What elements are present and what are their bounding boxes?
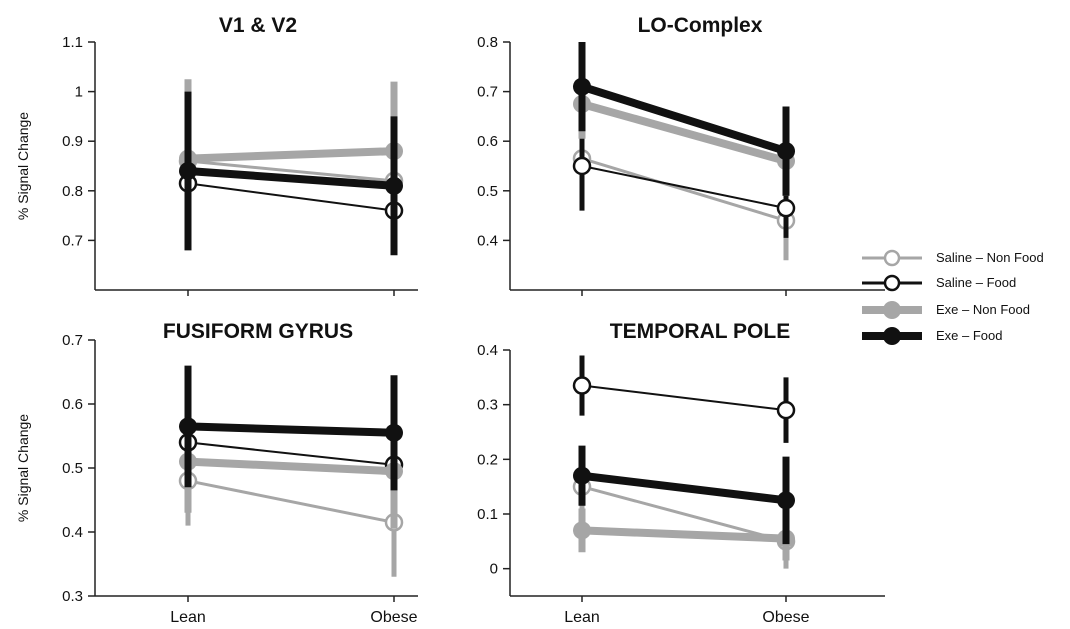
data-point	[572, 376, 592, 395]
series-line	[578, 100, 790, 166]
y-tick-label: 0.4	[477, 342, 498, 359]
data-point	[573, 466, 591, 485]
data-point	[573, 77, 591, 96]
chart-panels: V1 & V2 0.7 0.8 0.9 1 1.1 % Signal Change LO-Co…	[15, 14, 885, 626]
data-point	[179, 161, 197, 180]
y-tick-label: 0.4	[62, 524, 83, 541]
panel-1: V1 & V2 0.7 0.8 0.9 1 1.1 % Signal Change	[15, 14, 418, 296]
y-tick-label: 0.2	[477, 451, 498, 468]
data-point	[385, 423, 403, 442]
y-tick-label: 0.4	[477, 232, 498, 249]
y-tick-label: 0.6	[62, 396, 83, 413]
legend-marker-saline-food	[883, 274, 901, 292]
y-tick-label: 1	[75, 84, 83, 101]
series-exe-food	[573, 42, 795, 196]
y-tick-label: 0.1	[477, 506, 498, 523]
x-category-label: Obese	[762, 609, 809, 626]
y-tick-label: 1.1	[62, 34, 83, 51]
x-category-label: Lean	[170, 609, 206, 626]
data-point	[385, 176, 403, 195]
panel-title: TEMPORAL POLE	[610, 320, 790, 343]
y-tick-label: 0.9	[62, 133, 83, 150]
y-tick-label: 0.3	[477, 397, 498, 414]
series-exe-food	[179, 91, 403, 256]
x-category-label: Obese	[370, 609, 417, 626]
y-tick-label: 0.8	[477, 34, 498, 51]
series-line	[184, 457, 398, 476]
y-tick-label: 0.6	[477, 133, 498, 150]
panel-title: LO-Complex	[638, 14, 763, 37]
data-point	[776, 198, 796, 218]
panel-title: FUSIFORM GYRUS	[163, 320, 353, 343]
data-point	[776, 400, 796, 420]
series-line	[578, 471, 790, 505]
series-line	[184, 166, 398, 190]
data-point	[777, 142, 795, 161]
y-tick-label: 0.7	[477, 84, 498, 101]
series-line	[581, 165, 787, 210]
y-axis-title: % Signal Change	[15, 112, 31, 220]
series-line	[580, 157, 788, 223]
series-line	[186, 479, 396, 524]
legend-marker-saline-non-food	[883, 249, 901, 267]
legend-label-exe-food: Exe – Food	[936, 328, 1003, 343]
data-point	[777, 491, 795, 510]
y-tick-label: 0.3	[62, 588, 83, 605]
series-line	[580, 485, 788, 543]
legend-label-saline-food: Saline – Food	[936, 275, 1016, 290]
legend-label-exe-non-food: Exe – Non Food	[936, 302, 1030, 317]
panel-2: LO-Complex 0.4 0.5 0.6 0.7 0.8	[477, 14, 885, 296]
series-exe-food	[573, 445, 795, 545]
series-saline-food	[572, 355, 796, 443]
legend-marker-exe-non-food	[883, 301, 901, 319]
panel-3: FUSIFORM GYRUS 0.3 0.4 0.5 0.6 0.7 Lean Obese % …	[15, 320, 418, 626]
series-line	[187, 182, 395, 212]
y-tick-label: 0.7	[62, 332, 83, 349]
series-line	[184, 422, 398, 437]
panel-4: TEMPORAL POLE 0 0.1 0.2 0.3 0.4 Lean Obese	[477, 320, 885, 626]
y-axis-title: % Signal Change	[15, 414, 31, 522]
legend: Saline – Non Food Saline – Food Exe – No…	[862, 249, 1044, 345]
series-line	[581, 384, 787, 412]
data-point	[572, 156, 592, 176]
x-category-label: Lean	[564, 609, 600, 626]
series-line	[578, 526, 790, 543]
y-tick-label: 0.5	[477, 183, 498, 200]
legend-label-saline-non-food: Saline – Non Food	[936, 250, 1044, 265]
y-tick-label: 0.8	[62, 183, 83, 200]
data-point	[179, 417, 197, 436]
series-line	[187, 441, 395, 466]
data-point	[573, 521, 591, 540]
y-tick-label: 0.5	[62, 460, 83, 477]
legend-marker-exe-food	[883, 327, 901, 345]
panel-title: V1 & V2	[219, 14, 297, 37]
series-exe-food	[179, 365, 403, 491]
y-tick-label: 0.7	[62, 232, 83, 249]
series-line	[578, 82, 790, 156]
series-line	[186, 159, 396, 183]
y-tick-label: 0	[490, 561, 498, 578]
series-line	[184, 147, 398, 163]
